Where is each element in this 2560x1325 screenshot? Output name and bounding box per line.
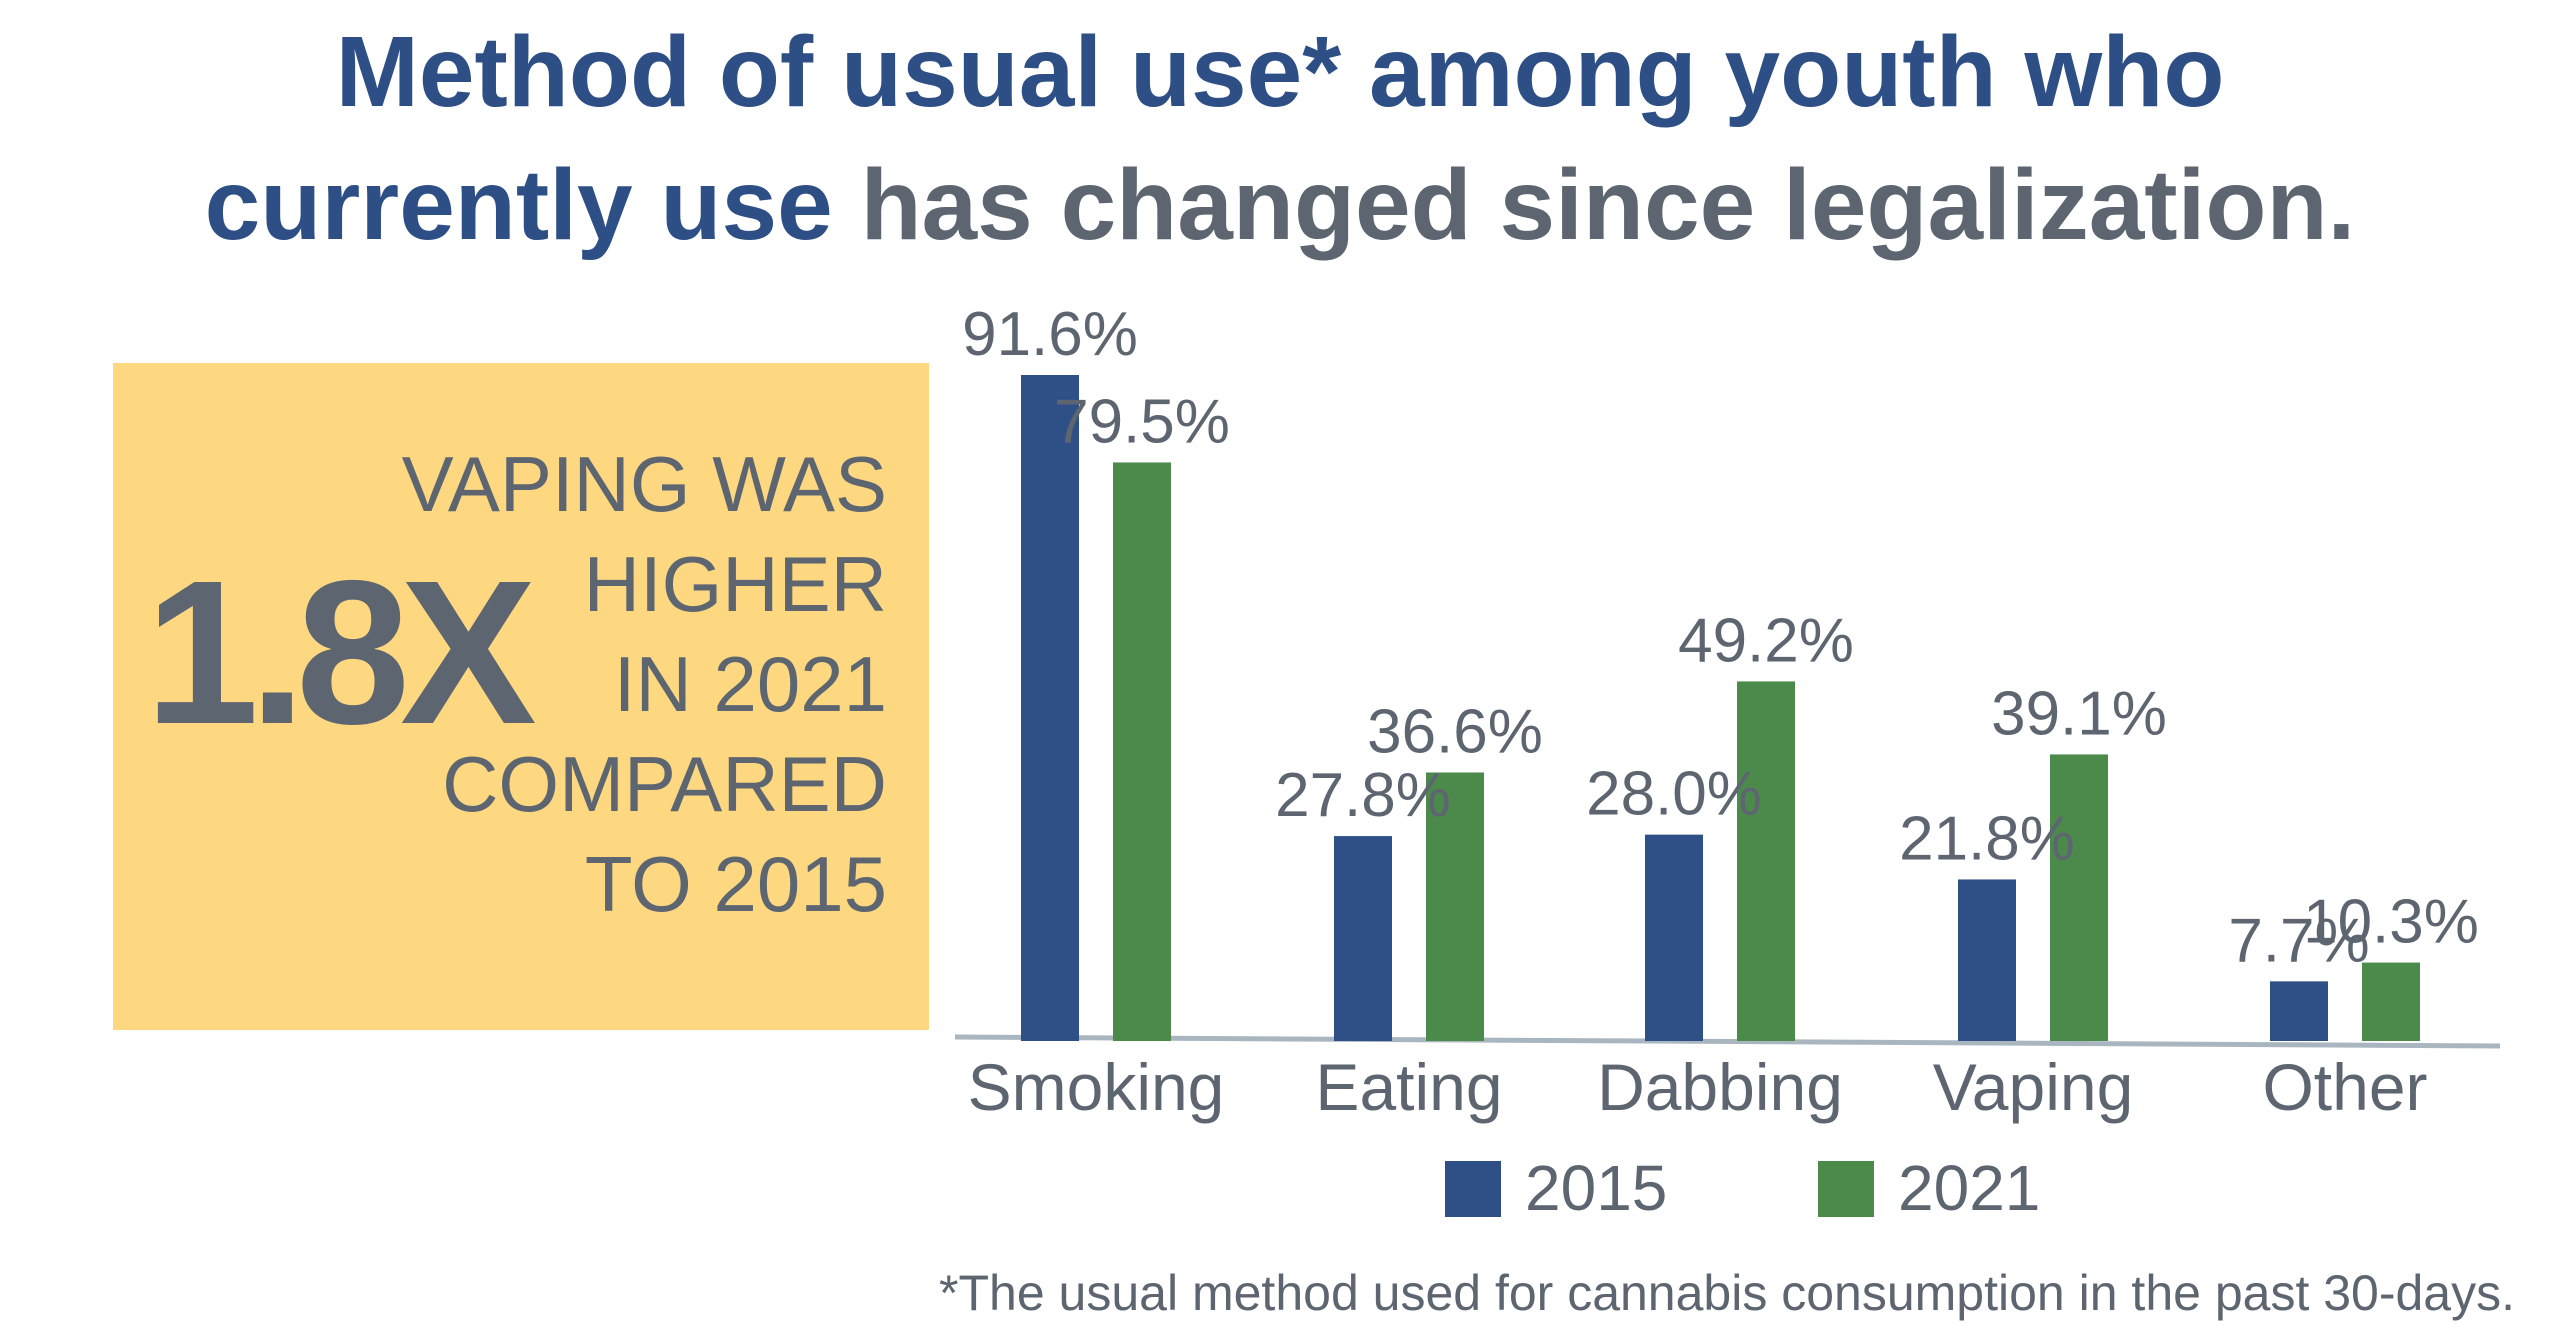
legend-swatch-2015 (1445, 1161, 1501, 1217)
category-label-other: Other (2262, 1050, 2427, 1124)
bar-vaping-2021 (2050, 754, 2108, 1041)
callout-line-1: VAPING WAS (401, 440, 887, 528)
bar-dabbing-2021 (1737, 681, 1795, 1041)
legend-swatch-2021 (1818, 1161, 1874, 1217)
title-rest: has changed since legalization. (832, 149, 2356, 261)
callout-line-5: TO 2015 (584, 840, 887, 928)
legend-label-2021: 2021 (1898, 1152, 2040, 1224)
chart-title-line-1: Method of usual use* among youth who (0, 22, 2560, 122)
data-label-eating-2015: 27.8% (1275, 761, 1451, 830)
bar-smoking-2021 (1113, 462, 1171, 1041)
bar-dabbing-2015 (1645, 834, 1703, 1041)
callout-line-2: HIGHER (583, 540, 887, 628)
data-label-vaping-2021: 39.1% (1991, 679, 2167, 748)
data-label-dabbing-2021: 49.2% (1678, 606, 1854, 675)
category-label-dabbing: Dabbing (1597, 1050, 1843, 1124)
bar-other-2021 (2362, 962, 2420, 1041)
callout-multiplier: 1.8X (145, 538, 537, 767)
title-line-1-text: Method of usual use* among youth who (335, 16, 2225, 128)
category-label-vaping: Vaping (1933, 1050, 2134, 1124)
callout-box (113, 363, 929, 1030)
data-label-dabbing-2015: 28.0% (1586, 760, 1762, 829)
callout-line-3: IN 2021 (613, 640, 887, 728)
legend: 2015 2021 (1445, 1152, 2040, 1224)
category-label-eating: Eating (1315, 1050, 1502, 1124)
category-label-smoking: Smoking (968, 1050, 1225, 1124)
data-label-other-2015: 7.7% (2228, 906, 2369, 975)
data-label-vaping-2015: 21.8% (1899, 804, 2075, 873)
data-label-other-2021: 10.3% (2303, 888, 2479, 957)
data-label-smoking-2015: 91.6% (962, 300, 1138, 369)
bar-eating-2021 (1426, 772, 1484, 1041)
legend-label-2015: 2015 (1525, 1152, 1667, 1224)
footnote: *The usual method used for cannabis cons… (939, 1265, 2515, 1321)
x-axis-line (954, 1034, 2501, 1049)
bar-vaping-2015 (1958, 879, 2016, 1041)
bar-other-2015 (2270, 981, 2328, 1041)
bar-eating-2015 (1334, 836, 1392, 1041)
data-label-smoking-2021: 79.5% (1054, 387, 1230, 456)
data-label-eating-2021: 36.6% (1367, 697, 1543, 766)
title-highlight: currently use (204, 149, 833, 261)
bar-smoking-2015 (1021, 375, 1079, 1041)
chart-title-line-2: currently use has changed since legaliza… (0, 155, 2560, 255)
callout-line-4: COMPARED (442, 740, 887, 828)
